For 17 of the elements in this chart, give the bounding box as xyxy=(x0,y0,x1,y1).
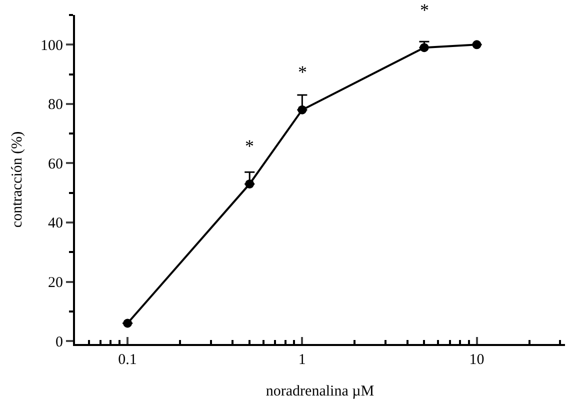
x-axis-title: noradrenalina µM xyxy=(266,384,374,400)
point xyxy=(472,40,482,50)
y-tick-label: 80 xyxy=(48,97,63,114)
annotation: * xyxy=(245,136,254,156)
y-tick-label: 60 xyxy=(48,156,63,172)
x-tick-label: 1 xyxy=(298,352,306,368)
y-tick-label: 100 xyxy=(40,38,63,54)
y-tick-label: 20 xyxy=(48,275,63,292)
x-tick-label: 10 xyxy=(469,352,484,368)
annotation: * xyxy=(298,62,307,82)
annotation: * xyxy=(420,0,429,20)
point xyxy=(123,318,132,328)
y-axis-title: contracción (%) xyxy=(9,131,26,228)
point xyxy=(298,105,307,114)
y-tick-label: 0 xyxy=(56,334,63,350)
x-tick-label: 0.1 xyxy=(118,352,137,368)
y-tick-label: 40 xyxy=(48,216,63,232)
